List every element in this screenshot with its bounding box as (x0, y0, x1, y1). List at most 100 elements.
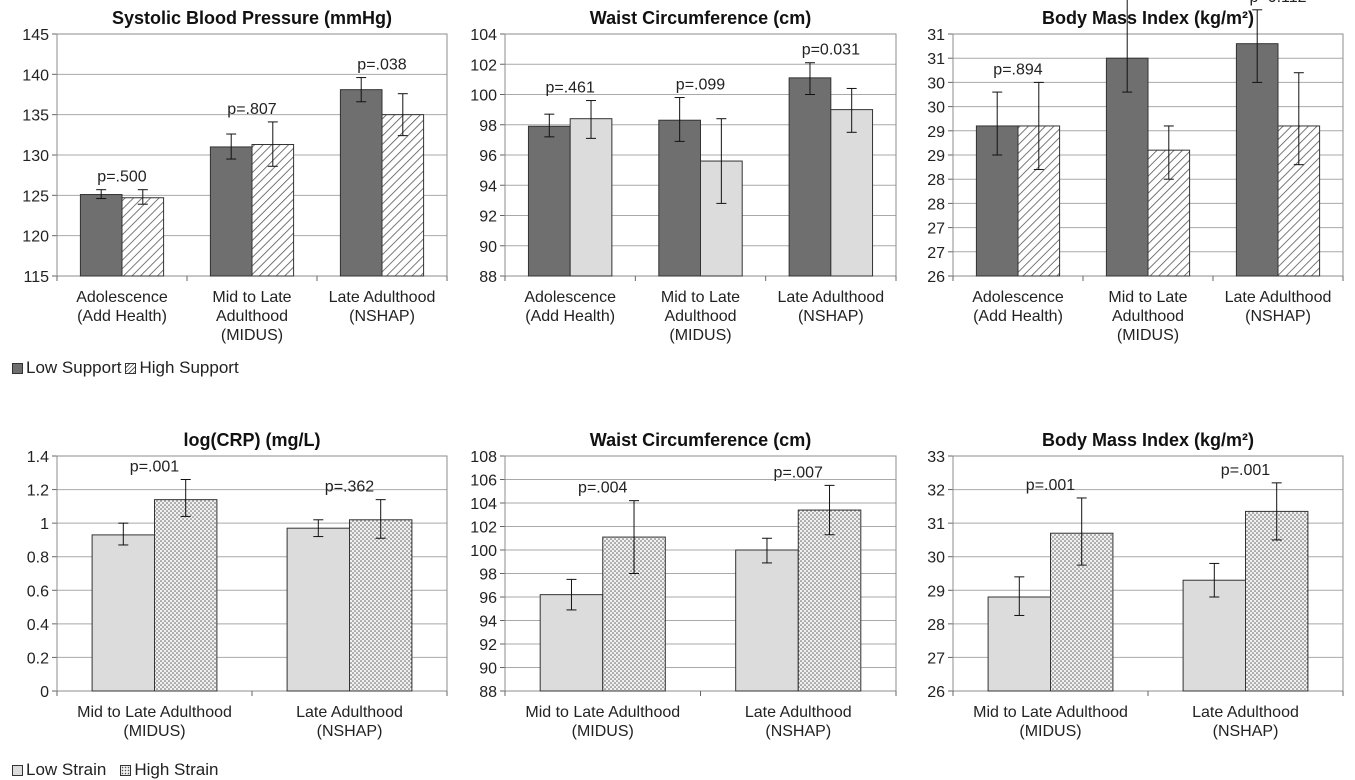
crp-p-value-label: p=.362 (325, 479, 374, 496)
sbp-bar-low-support (339, 89, 383, 277)
crp-y-tick-label: 1.4 (27, 449, 49, 466)
waist-support-y-tick-label: 102 (470, 57, 497, 74)
sbp-p-value-label: p=.807 (227, 101, 276, 118)
waist-support-y-tick-label: 92 (479, 209, 497, 226)
waist-support-bar-low-support (527, 125, 571, 277)
sbp-x-category-label: Adolescence (76, 289, 168, 306)
bmi-support-x-category-label: (MIDUS) (1117, 327, 1179, 344)
waist-support-x-category-label: (Add Health) (525, 308, 615, 325)
waist-strain-x-category-label: Mid to Late Adulthood (525, 704, 680, 721)
waist-support-bar-low-support (658, 119, 701, 277)
waist-support-y-tick-label: 104 (470, 27, 497, 44)
bmi-strain-y-tick-label: 29 (927, 583, 945, 600)
bmi-support-y-tick-label: 31 (927, 51, 945, 68)
waist-support-x-category-label: Mid to Late (661, 289, 740, 306)
legend-support: Low Support High Support (12, 358, 239, 378)
crp-x-category-label: (MIDUS) (123, 723, 185, 740)
crp-x-category-label: Late Adulthood (296, 704, 403, 721)
sbp-y-tick-label: 135 (22, 108, 49, 125)
waist-support-p-value-label: p=.099 (676, 77, 725, 94)
bmi-strain-x-category-label: (MIDUS) (1019, 723, 1081, 740)
bmi-support-y-tick-label: 29 (927, 148, 945, 165)
sbp-x-category-label: Late Adulthood (329, 289, 436, 306)
sbp-y-tick-label: 145 (22, 27, 49, 44)
sbp-p-value-label: p=.038 (357, 57, 406, 74)
crp-y-tick-label: 0 (40, 684, 49, 701)
bmi-strain-y-tick-label: 30 (927, 550, 945, 567)
sbp-x-category-label: (Add Health) (77, 308, 167, 325)
crp-y-tick-label: 0.2 (27, 650, 49, 667)
waist-strain-y-tick-label: 108 (470, 449, 497, 466)
waist-strain-x-category-label: Late Adulthood (745, 704, 852, 721)
bmi-strain-y-tick-label: 26 (927, 684, 945, 701)
waist-strain-y-tick-label: 94 (479, 614, 497, 631)
bmi-support-y-tick-label: 28 (927, 196, 945, 213)
waist-support-y-tick-label: 100 (470, 88, 497, 105)
crp-bar-low-strain (91, 534, 155, 692)
legend-strain: Low Strain High Strain (12, 760, 218, 780)
bmi-support-y-tick-label: 28 (927, 172, 945, 189)
legend-item-low-strain: Low Strain (12, 760, 106, 780)
bmi-support-x-category-label: (Add Health) (973, 308, 1063, 325)
waist-strain-x-category-label: (MIDUS) (572, 723, 634, 740)
bmi-support-x-category-label: Late Adulthood (1225, 289, 1332, 306)
waist-support-p-value-label: p=0.031 (802, 42, 860, 59)
bmi-support-y-tick-label: 29 (927, 124, 945, 141)
crp-bar-low-strain (286, 527, 351, 692)
bmi-support-y-tick-label: 30 (927, 75, 945, 92)
legend-item-high-strain: High Strain (120, 760, 218, 780)
bmi-strain-x-category-label: Late Adulthood (1192, 704, 1299, 721)
crp-bar-high-strain (154, 499, 218, 692)
waist-support-bar-high-support (569, 118, 613, 277)
bmi-support-p-value-label: p=0.112 (1249, 0, 1306, 6)
crp-y-tick-label: 1.2 (27, 483, 49, 500)
sbp-y-tick-label: 120 (22, 229, 49, 246)
sbp-x-category-label: (NSHAP) (349, 308, 415, 325)
bmi-strain-y-tick-label: 28 (927, 617, 945, 634)
waist-strain-bar-low-strain (735, 549, 799, 692)
crp-y-tick-label: 0.6 (27, 583, 49, 600)
sbp-x-category-label: Mid to Late (212, 289, 291, 306)
legend-item-high-support: High Support (125, 358, 239, 378)
crp-y-tick-label: 1 (40, 516, 49, 533)
legend-swatch-solid-light (12, 764, 23, 776)
bmi-strain-y-tick-label: 31 (927, 516, 945, 533)
waist-support-p-value-label: p=.461 (545, 80, 594, 97)
bmi-strain-bar-low-strain (1182, 579, 1246, 692)
crp-bar-high-strain (349, 519, 413, 692)
bmi-support-y-tick-label: 27 (927, 245, 945, 262)
sbp-bar-high-support (381, 114, 425, 277)
legend-label: High Support (139, 358, 239, 377)
bmi-support-x-category-label: Mid to Late (1108, 289, 1187, 306)
bmi-support-x-category-label: (NSHAP) (1245, 308, 1311, 325)
bmi-strain-chart-title: Body Mass Index (kg/m²) (1042, 430, 1254, 450)
legend-label: Low Strain (26, 760, 107, 779)
bmi-strain-p-value-label: p=.001 (1221, 462, 1270, 479)
crp-y-tick-label: 0.4 (27, 617, 49, 634)
waist-support-y-tick-label: 94 (479, 178, 497, 195)
waist-support-x-category-label: Adolescence (524, 289, 616, 306)
waist-support-bar-high-support (830, 109, 874, 277)
bmi-support-y-tick-label: 31 (927, 27, 945, 44)
sbp-x-category-label: Adulthood (216, 308, 288, 325)
waist-support-y-tick-label: 90 (479, 239, 497, 256)
bmi-strain-p-value-label: p=.001 (1026, 477, 1075, 494)
waist-support-x-category-label: (MIDUS) (669, 327, 731, 344)
bmi-support-x-category-label: Adulthood (1112, 308, 1184, 325)
crp-chart-title: log(CRP) (mg/L) (184, 430, 321, 450)
waist-support-x-category-label: (NSHAP) (798, 308, 864, 325)
waist-strain-y-tick-label: 104 (470, 496, 497, 513)
legend-label: High Strain (134, 760, 219, 779)
bmi-strain-bar-high-strain (1245, 510, 1309, 692)
waist-strain-y-tick-label: 98 (479, 567, 497, 584)
waist-strain-p-value-label: p=.004 (578, 480, 627, 497)
bmi-support-chart-title: Body Mass Index (kg/m²) (1042, 8, 1254, 28)
waist-strain-p-value-label: p=.007 (774, 464, 823, 481)
bmi-support-p-value-label: p=.894 (993, 61, 1042, 78)
sbp-y-tick-label: 130 (22, 148, 49, 165)
legend-swatch-dots (120, 764, 132, 776)
crp-p-value-label: p=.001 (130, 459, 179, 476)
waist-strain-y-tick-label: 88 (479, 684, 497, 701)
waist-strain-y-tick-label: 96 (479, 590, 497, 607)
